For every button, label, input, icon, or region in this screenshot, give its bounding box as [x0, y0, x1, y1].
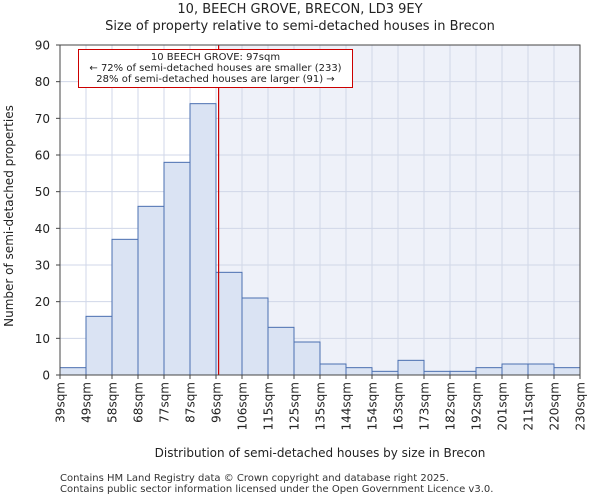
- bar-220sqm: [553, 367, 581, 376]
- bar-68sqm: [137, 205, 165, 376]
- x-tick-label: 115sqm: [262, 382, 276, 430]
- bar-163sqm: [397, 359, 425, 376]
- x-tick-label: 144sqm: [340, 382, 354, 430]
- x-tick-label: 192sqm: [470, 382, 484, 430]
- x-tick-label: 68sqm: [132, 382, 146, 423]
- x-tick-label: 106sqm: [236, 382, 250, 430]
- bar-39sqm: [59, 367, 87, 376]
- x-tick-label: 77sqm: [158, 382, 172, 423]
- footer-copyright: Contains HM Land Registry data © Crown c…: [60, 473, 449, 484]
- bar-144sqm: [345, 367, 373, 376]
- bar-125sqm: [293, 341, 321, 376]
- annotation-line-3: 28% of semi-detached houses are larger (…: [96, 74, 335, 85]
- x-tick-label: 201sqm: [496, 382, 510, 430]
- x-axis-label: Distribution of semi-detached houses by …: [155, 446, 486, 460]
- bar-211sqm: [527, 363, 555, 376]
- bar-58sqm: [111, 238, 139, 376]
- x-tick-label: 230sqm: [574, 382, 588, 430]
- x-tick-label: 211sqm: [522, 382, 536, 430]
- property-annotation-box: 10 BEECH GROVE: 97sqm ← 72% of semi-deta…: [78, 49, 353, 88]
- chart-title: 10, BEECH GROVE, BRECON, LD3 9EY: [177, 2, 423, 17]
- x-tick-label: 154sqm: [366, 382, 380, 430]
- bar-182sqm: [449, 370, 477, 376]
- y-tick-label: 80: [35, 75, 50, 89]
- bar-87sqm: [189, 103, 217, 376]
- y-tick-label: 10: [35, 332, 50, 346]
- x-tick-label: 135sqm: [314, 382, 328, 430]
- bar-201sqm: [501, 363, 529, 376]
- bar-115sqm: [267, 326, 295, 376]
- y-tick-label: 90: [35, 39, 50, 53]
- annotation-line-2: ← 72% of semi-detached houses are smalle…: [89, 63, 342, 74]
- x-tick-label: 58sqm: [106, 382, 120, 423]
- bar-106sqm: [241, 297, 269, 376]
- x-tick-label: 173sqm: [418, 382, 432, 430]
- y-tick-label: 50: [35, 185, 50, 199]
- x-tick-label: 49sqm: [80, 382, 94, 423]
- bar-77sqm: [163, 161, 191, 376]
- y-tick-label: 30: [35, 259, 50, 273]
- bar-154sqm: [371, 370, 399, 376]
- bar-192sqm: [475, 367, 503, 376]
- bar-96sqm: [215, 271, 243, 376]
- y-tick-label: 60: [35, 149, 50, 163]
- annotation-line-1: 10 BEECH GROVE: 97sqm: [150, 52, 281, 63]
- x-tick-label: 96sqm: [210, 382, 224, 423]
- bar-173sqm: [423, 370, 451, 376]
- x-tick-label: 220sqm: [548, 382, 562, 430]
- footer-licence: Contains public sector information licen…: [60, 484, 494, 495]
- y-tick-label: 20: [35, 295, 50, 309]
- x-tick-label: 39sqm: [54, 382, 68, 423]
- x-tick-label: 182sqm: [444, 382, 458, 430]
- y-tick-label: 40: [35, 222, 50, 236]
- chart-subtitle: Size of property relative to semi-detach…: [105, 19, 495, 34]
- x-tick-label: 125sqm: [288, 382, 302, 430]
- bar-49sqm: [85, 315, 113, 376]
- x-tick-label: 163sqm: [392, 382, 406, 430]
- x-tick-label: 87sqm: [184, 382, 198, 423]
- y-tick-label: 70: [35, 112, 50, 126]
- y-axis-label: Number of semi-detached properties: [2, 105, 16, 327]
- plot-background-right: [218, 45, 580, 375]
- bar-135sqm: [319, 363, 347, 376]
- y-tick-label: 0: [42, 369, 50, 383]
